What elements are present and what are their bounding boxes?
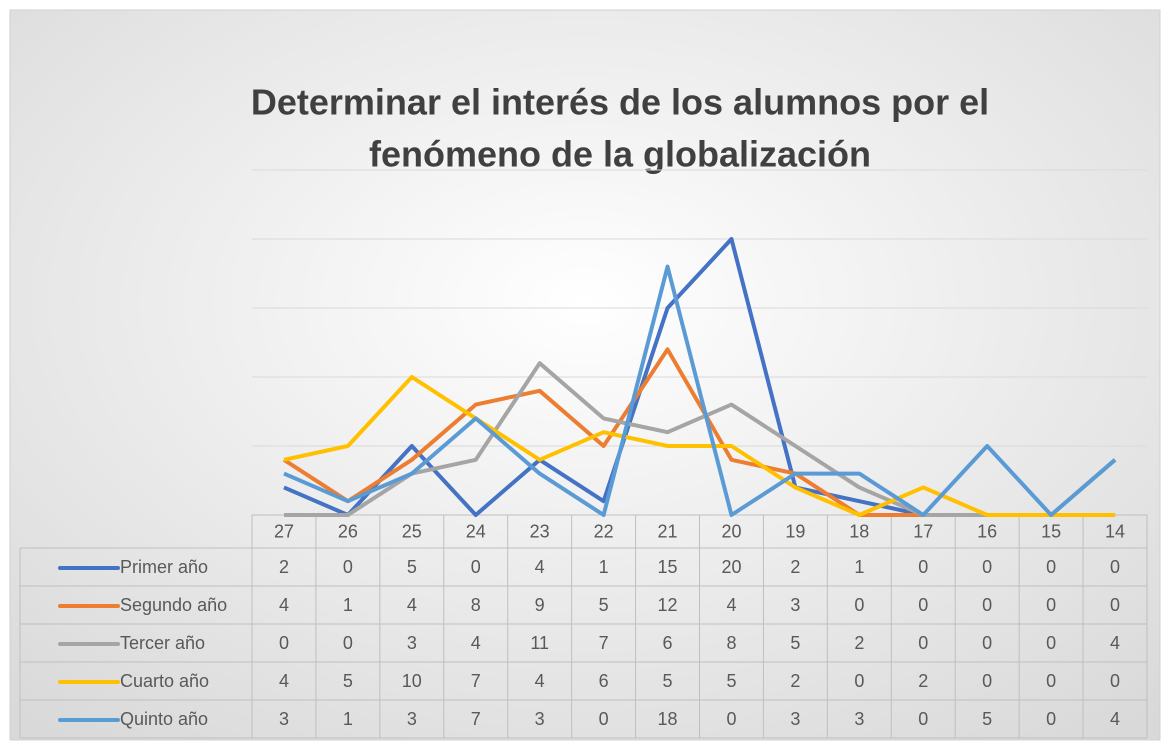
table-value: 2: [790, 557, 800, 577]
x-tick-label: 18: [849, 521, 869, 541]
table-value: 8: [726, 633, 736, 653]
table-value: 0: [599, 709, 609, 729]
table-value: 0: [918, 557, 928, 577]
table-value: 0: [1110, 671, 1120, 691]
table-value: 3: [790, 709, 800, 729]
table-value: 2: [790, 671, 800, 691]
x-tick-label: 16: [977, 521, 997, 541]
table-value: 0: [343, 557, 353, 577]
table-value: 5: [343, 671, 353, 691]
table-value: 0: [854, 671, 864, 691]
table-value: 3: [407, 633, 417, 653]
table-value: 0: [918, 595, 928, 615]
table-value: 11: [530, 633, 549, 653]
table-value: 5: [982, 709, 992, 729]
legend-label: Primer año: [120, 557, 208, 577]
table-value: 0: [1046, 595, 1056, 615]
table-value: 18: [658, 709, 678, 729]
table-value: 0: [726, 709, 736, 729]
table-value: 6: [663, 633, 673, 653]
table-value: 2: [279, 557, 289, 577]
x-tick-label: 25: [402, 521, 422, 541]
table-value: 0: [982, 557, 992, 577]
table-value: 0: [982, 595, 992, 615]
table-value: 0: [1046, 633, 1056, 653]
x-tick-label: 17: [913, 521, 933, 541]
legend-label: Cuarto año: [120, 671, 209, 691]
table-value: 10: [402, 671, 422, 691]
table-value: 0: [1110, 557, 1120, 577]
series-line: [283, 264, 1117, 517]
table-value: 5: [663, 671, 673, 691]
table-value: 0: [1110, 595, 1120, 615]
table-value: 2: [918, 671, 928, 691]
table-value: 0: [1046, 709, 1056, 729]
series-line: [283, 375, 1116, 517]
table-value: 3: [407, 709, 417, 729]
table-value: 0: [1046, 671, 1056, 691]
table-value: 0: [471, 557, 481, 577]
table-value: 6: [599, 671, 609, 691]
table-value: 4: [279, 595, 289, 615]
table-value: 4: [279, 671, 289, 691]
table-value: 0: [854, 595, 864, 615]
legend-label: Quinto año: [120, 709, 208, 729]
x-tick-label: 24: [466, 521, 486, 541]
table-value: 0: [279, 633, 289, 653]
table-value: 7: [471, 671, 481, 691]
table-value: 3: [790, 595, 800, 615]
chart-area: [9, 9, 1161, 741]
table-value: 4: [535, 671, 545, 691]
chart-title: fenómeno de la globalización: [369, 134, 871, 175]
table-value: 7: [471, 709, 481, 729]
x-tick-label: 14: [1105, 521, 1125, 541]
table-value: 15: [658, 557, 678, 577]
x-tick-label: 19: [785, 521, 805, 541]
table-value: 4: [471, 633, 481, 653]
table-value: 4: [1110, 633, 1120, 653]
legend-label: Tercer año: [120, 633, 205, 653]
table-value: 1: [343, 709, 353, 729]
x-tick-label: 20: [721, 521, 741, 541]
table-value: 3: [279, 709, 289, 729]
series-line: [283, 361, 1117, 517]
table-value: 1: [343, 595, 353, 615]
x-tick-label: 23: [530, 521, 550, 541]
table-value: 0: [918, 709, 928, 729]
table-value: 2: [854, 633, 864, 653]
table-value: 1: [599, 557, 609, 577]
x-tick-label: 26: [338, 521, 358, 541]
x-tick-label: 22: [594, 521, 614, 541]
table-value: 0: [982, 671, 992, 691]
table-value: 7: [599, 633, 609, 653]
x-tick-label: 27: [274, 521, 294, 541]
table-value: 5: [726, 671, 736, 691]
table-value: 12: [658, 595, 678, 615]
table-value: 0: [343, 633, 353, 653]
x-tick-label: 21: [658, 521, 678, 541]
table-value: 3: [535, 709, 545, 729]
table-value: 4: [726, 595, 736, 615]
table-value: 0: [918, 633, 928, 653]
table-value: 4: [1110, 709, 1120, 729]
table-value: 5: [407, 557, 417, 577]
table-value: 5: [790, 633, 800, 653]
table-value: 20: [721, 557, 741, 577]
table-value: 5: [599, 595, 609, 615]
table-value: 0: [1046, 557, 1056, 577]
table-value: 3: [854, 709, 864, 729]
x-tick-label: 15: [1041, 521, 1061, 541]
table-value: 9: [535, 595, 545, 615]
table-value: 1: [854, 557, 864, 577]
table-value: 0: [982, 633, 992, 653]
legend-label: Segundo año: [120, 595, 227, 615]
table-value: 4: [535, 557, 545, 577]
table-value: 8: [471, 595, 481, 615]
table-value: 4: [407, 595, 417, 615]
chart-title: Determinar el interés de los alumnos por…: [251, 82, 989, 123]
